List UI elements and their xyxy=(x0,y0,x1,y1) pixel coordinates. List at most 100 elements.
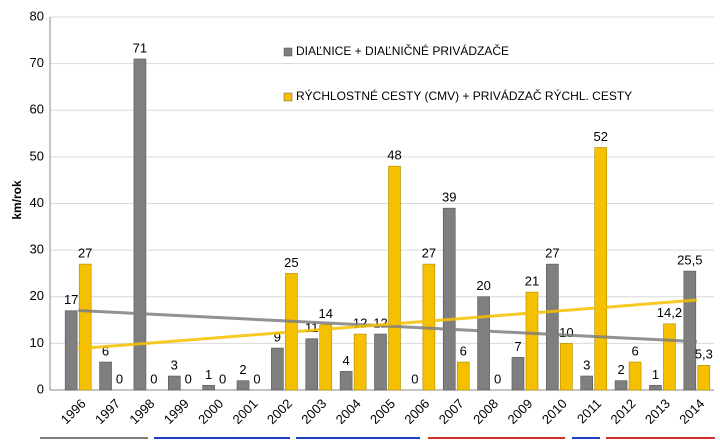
x-tick-label: 2000 xyxy=(195,396,226,427)
bar xyxy=(319,324,333,391)
bar xyxy=(477,296,490,391)
x-tick-label: 2008 xyxy=(470,396,501,427)
bar xyxy=(525,291,539,391)
y-tick-label: 60 xyxy=(30,102,44,117)
data-label: 27 xyxy=(78,246,92,261)
data-label: 6 xyxy=(631,343,638,358)
trend-line xyxy=(78,298,697,351)
x-tick-label: 2010 xyxy=(539,396,570,427)
data-label: 2 xyxy=(617,362,624,377)
x-tick-label: 1998 xyxy=(126,396,157,427)
bar xyxy=(580,375,594,391)
bar xyxy=(236,380,250,391)
bar xyxy=(64,310,78,391)
x-tick-label: 2007 xyxy=(436,396,467,427)
data-label: 6 xyxy=(460,343,467,358)
data-label: 6 xyxy=(102,343,109,358)
bar xyxy=(202,385,215,391)
data-label: 52 xyxy=(593,129,607,144)
bar xyxy=(697,364,711,391)
data-label: 0 xyxy=(219,371,226,386)
data-label: 39 xyxy=(442,190,456,205)
data-label: 9 xyxy=(274,329,281,344)
x-tick-label: 2012 xyxy=(608,396,639,427)
bar xyxy=(456,361,470,391)
x-tick-label: 1996 xyxy=(58,396,89,427)
legend-swatch xyxy=(283,92,293,102)
x-tick-label: 2005 xyxy=(367,396,398,427)
x-tick-label: 2014 xyxy=(676,396,707,427)
data-label: 7 xyxy=(514,339,521,354)
y-tick-label: 50 xyxy=(30,148,44,163)
data-label: 0 xyxy=(411,371,418,386)
bar xyxy=(99,361,112,391)
bar xyxy=(442,207,456,391)
data-label: 10 xyxy=(559,325,573,340)
data-label: 21 xyxy=(525,274,539,289)
data-label: 0 xyxy=(116,371,123,386)
bar xyxy=(628,361,642,391)
bar xyxy=(511,357,525,391)
bar xyxy=(271,347,284,391)
data-label: 4 xyxy=(343,353,350,368)
data-label: 1 xyxy=(652,367,659,382)
bar xyxy=(614,380,628,391)
data-label: 25 xyxy=(284,255,298,270)
legend-label: RÝCHLOSTNÉ CESTY (CMV) + PRIVÁDZAČ RÝCHL… xyxy=(296,88,632,103)
data-label: 5,3 xyxy=(695,347,713,362)
data-label: 20 xyxy=(476,278,490,293)
x-tick-label: 1997 xyxy=(92,396,123,427)
data-label: 27 xyxy=(422,246,436,261)
data-label: 0 xyxy=(185,371,192,386)
data-label: 2 xyxy=(239,362,246,377)
bar xyxy=(683,270,697,391)
bar xyxy=(305,338,319,391)
x-tick-label: 2009 xyxy=(504,396,535,427)
y-tick-label: 10 xyxy=(30,335,44,350)
x-tick-label: 2004 xyxy=(333,396,364,427)
bar xyxy=(78,263,92,391)
y-tick-label: 70 xyxy=(30,55,44,70)
bar xyxy=(133,58,147,391)
data-label: 14 xyxy=(319,306,333,321)
x-tick-label: 2013 xyxy=(642,396,673,427)
data-label: 17 xyxy=(64,292,78,307)
bar xyxy=(374,333,387,391)
x-tick-label: 2006 xyxy=(401,396,432,427)
bar xyxy=(167,375,181,391)
legend-label: DIAĽNICE + DIAĽNIČNÉ PRIVÁDZAČE xyxy=(296,43,509,58)
y-tick-label: 40 xyxy=(30,195,44,210)
y-tick-label: 0 xyxy=(37,381,44,396)
data-label: 1 xyxy=(205,367,212,382)
bar xyxy=(353,333,367,391)
data-label: 0 xyxy=(253,371,260,386)
x-tick-label: 1999 xyxy=(161,396,192,427)
bar xyxy=(388,165,401,391)
y-tick-label: 30 xyxy=(30,242,44,257)
data-label: 12 xyxy=(373,315,387,330)
data-label: 48 xyxy=(387,148,401,163)
data-label: 3 xyxy=(583,357,590,372)
legend-swatch xyxy=(283,47,293,57)
data-label: 0 xyxy=(494,371,501,386)
bar xyxy=(663,323,676,391)
bar xyxy=(594,147,608,391)
bar xyxy=(546,263,559,391)
y-tick-label: 20 xyxy=(30,288,44,303)
data-label: 0 xyxy=(150,371,157,386)
y-axis-label: km/rok xyxy=(10,180,24,220)
x-tick-label: 2003 xyxy=(298,396,329,427)
bar xyxy=(560,343,573,391)
data-label: 71 xyxy=(133,40,147,55)
bar xyxy=(649,385,662,391)
data-label: 14,2 xyxy=(657,305,682,320)
data-label: 25,5 xyxy=(677,253,702,268)
x-tick-label: 2011 xyxy=(574,396,604,426)
y-tick-label: 80 xyxy=(30,8,44,23)
x-tick-label: 2002 xyxy=(264,396,295,427)
bar xyxy=(339,371,353,391)
data-label: 3 xyxy=(171,357,178,372)
x-tick-label: 2001 xyxy=(230,396,261,427)
data-label: 27 xyxy=(545,246,559,261)
